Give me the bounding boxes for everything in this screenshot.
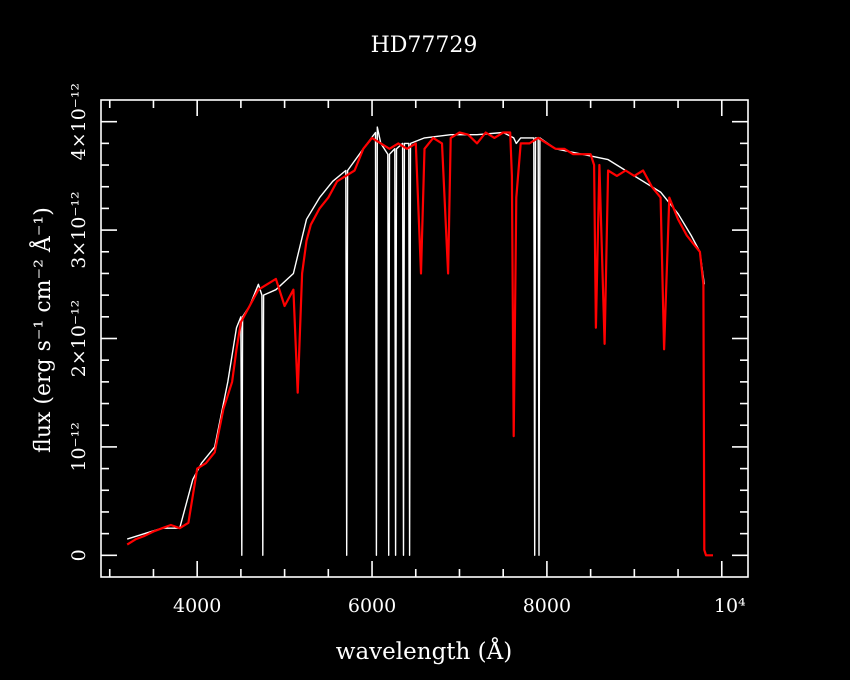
y-tick-label: 0 [68,549,90,561]
y-axis-label: flux (erg s⁻¹ cm⁻² Å⁻¹) [28,207,56,453]
y-tick-label: 4×10⁻¹² [68,83,90,160]
series-line-1 [126,126,705,556]
y-tick-label: 10⁻¹² [68,422,90,471]
y-tick-label: 3×10⁻¹² [68,191,90,268]
y-tick-label: 2×10⁻¹² [68,300,90,377]
series-line-2 [126,131,713,557]
x-tick-label: 6000 [348,595,396,617]
chart-title: HD77729 [371,33,478,58]
series-layer [126,126,713,557]
x-axis-label: wavelength (Å) [336,637,512,665]
x-tick-label: 8000 [523,595,571,617]
ticks-layer: 4000 6000 8000 10⁴ 0 10⁻¹² 2×10⁻¹² 3×10⁻¹² 4×10⁻… [68,83,748,617]
x-tick-label: 10⁴ [714,595,746,617]
x-tick-label: 4000 [173,595,221,617]
